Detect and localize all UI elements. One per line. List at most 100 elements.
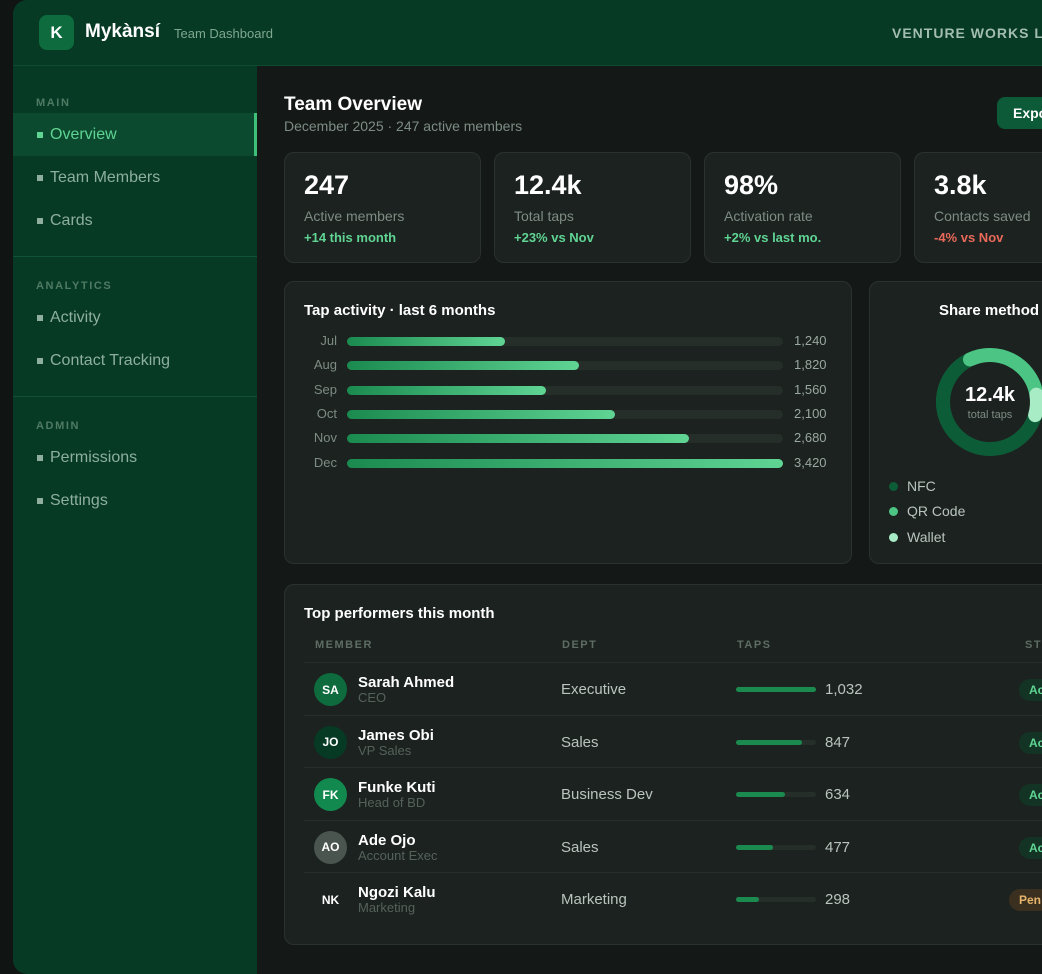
column-header-dept[interactable]: DEPT [562, 639, 598, 651]
tap-activity-panel: Tap activity · last 6 months Jul 1,240 Aug… [284, 281, 852, 564]
avatar: JO [314, 725, 347, 759]
member-name: James Obi [358, 726, 434, 744]
donut-center-value: 12.4k [964, 383, 1016, 406]
sidebar-item-activity[interactable]: Activity [13, 296, 257, 339]
bar-track [347, 434, 783, 444]
taps-bar-fill [736, 792, 786, 798]
stat-label: Total taps [514, 208, 574, 224]
member-name: Funke Kuti [358, 779, 436, 797]
stat-value: 247 [304, 170, 350, 200]
member-role: Head of BD [358, 795, 426, 811]
bar-fill [347, 409, 615, 419]
legend-item-wallet: Wallet [889, 529, 945, 545]
bar-fill [347, 337, 506, 346]
sidebar-item-label: Team Members [50, 168, 161, 186]
page-title: Team Overview [284, 94, 423, 115]
bar-value-label: 1,240 [794, 333, 827, 348]
legend-dot-icon [889, 506, 898, 516]
taps-value: 298 [825, 891, 851, 909]
bar-track [347, 409, 783, 419]
sidebar-section-main: MAIN [36, 97, 71, 109]
table-row[interactable]: SA Sarah Ahmed CEO Executive 1,032 Ac [304, 662, 1042, 715]
member-role: CEO [358, 690, 387, 705]
member-name: Ade Ojo [358, 831, 416, 849]
bullet-icon [37, 131, 43, 138]
status-badge: Ac [1019, 679, 1042, 701]
share-method-panel: Share method 12.4k total taps NFC QR Cod… [869, 281, 1042, 564]
taps-bar-fill [736, 844, 773, 850]
panel-title: Top performers this month [304, 605, 495, 622]
top-header: K Mykànsí Team Dashboard VENTURE WORKS L [13, 0, 1042, 66]
bar-month-label: Aug [313, 357, 337, 373]
sidebar-item-label: Contact Tracking [50, 351, 171, 369]
bar-fill [347, 434, 689, 444]
donut-center: 12.4k total taps [934, 346, 1042, 458]
sidebar-item-cards[interactable]: Cards [13, 199, 257, 242]
app-window: K Mykànsí Team Dashboard VENTURE WORKS L… [13, 0, 1042, 974]
stat-delta: +23% vs Nov [514, 230, 594, 245]
bar-track [347, 458, 783, 468]
table-row[interactable]: JO James Obi VP Sales Sales 847 Ac [304, 714, 1042, 768]
logo-badge[interactable]: K [39, 15, 74, 50]
column-header-taps[interactable]: TAPS [737, 639, 772, 651]
sidebar-section-admin: ADMIN [36, 420, 81, 432]
bar-row-nov: Nov 2,680 [304, 428, 834, 448]
stat-value: 98% [724, 170, 779, 200]
avatar: FK [314, 778, 347, 812]
bar-month-label: Dec [313, 454, 337, 470]
taps-value: 1,032 [825, 681, 863, 698]
avatar: AO [314, 830, 347, 864]
organization-name[interactable]: VENTURE WORKS L [892, 25, 1042, 41]
stat-delta: -4% vs Nov [934, 230, 1004, 245]
bar-track [347, 361, 783, 371]
sidebar-item-settings[interactable]: Settings [13, 479, 257, 522]
sidebar-item-overview[interactable]: Overview [13, 113, 257, 156]
bar-month-label: Jul [320, 333, 337, 348]
legend-label: Wallet [907, 529, 946, 545]
stat-label: Contacts saved [934, 208, 1031, 224]
table-row[interactable]: FK Funke Kuti Head of BD Business Dev 634 Ac [304, 767, 1042, 820]
table-row[interactable]: NK Ngozi Kalu Marketing Marketing 298 Pen [304, 872, 1042, 925]
bar-month-label: Nov [313, 430, 337, 446]
bar-row-jul: Jul 1,240 [304, 331, 834, 351]
avatar: NK [314, 883, 347, 917]
member-role: VP Sales [358, 742, 412, 758]
sidebar: MAIN Overview Team Members Cards ANALYTI… [13, 66, 257, 974]
bar-fill [347, 385, 546, 395]
taps-bar-track [736, 792, 816, 798]
bullet-icon [37, 174, 43, 181]
bar-row-dec: Dec 3,420 [304, 453, 834, 473]
member-name: Sarah Ahmed [358, 674, 455, 691]
sidebar-item-team-members[interactable]: Team Members [13, 156, 257, 199]
taps-value: 847 [825, 733, 851, 751]
member-name: Ngozi Kalu [358, 884, 436, 902]
taps-bar-track [736, 687, 816, 692]
column-header-member[interactable]: MEMBER [315, 639, 373, 651]
stat-card-active-members: 247 Active members +14 this month [284, 152, 481, 263]
member-dept: Sales [561, 733, 599, 751]
top-performers-panel: Top performers this month MEMBER DEPT TA… [284, 584, 1042, 945]
member-role: Marketing [358, 900, 416, 916]
sidebar-item-label: Permissions [50, 448, 138, 466]
stat-delta: +14 this month [304, 230, 397, 245]
export-button[interactable]: Expo [997, 97, 1042, 129]
stat-label: Activation rate [724, 208, 813, 224]
taps-bar-track [736, 739, 816, 745]
main-content: Team Overview December 2025 · 247 active… [257, 66, 1042, 974]
legend-item-nfc: NFC [889, 478, 936, 494]
brand-name: Mykànsí [85, 21, 160, 42]
sidebar-item-permissions[interactable]: Permissions [13, 436, 257, 479]
stat-card-contacts-saved: 3.8k Contacts saved -4% vs Nov [914, 152, 1042, 263]
member-dept: Executive [561, 681, 627, 698]
taps-bar-track [736, 897, 816, 903]
legend-label: NFC [907, 478, 936, 494]
bar-value-label: 1,560 [794, 381, 827, 397]
sidebar-divider [13, 396, 257, 397]
member-dept: Marketing [561, 891, 627, 909]
column-header-status[interactable]: ST [1025, 639, 1042, 651]
bar-track [347, 385, 783, 395]
taps-value: 477 [825, 838, 851, 856]
bullet-icon [37, 217, 43, 224]
table-row[interactable]: AO Ade Ojo Account Exec Sales 477 Ac [304, 819, 1042, 873]
sidebar-item-contact-tracking[interactable]: Contact Tracking [13, 339, 257, 382]
